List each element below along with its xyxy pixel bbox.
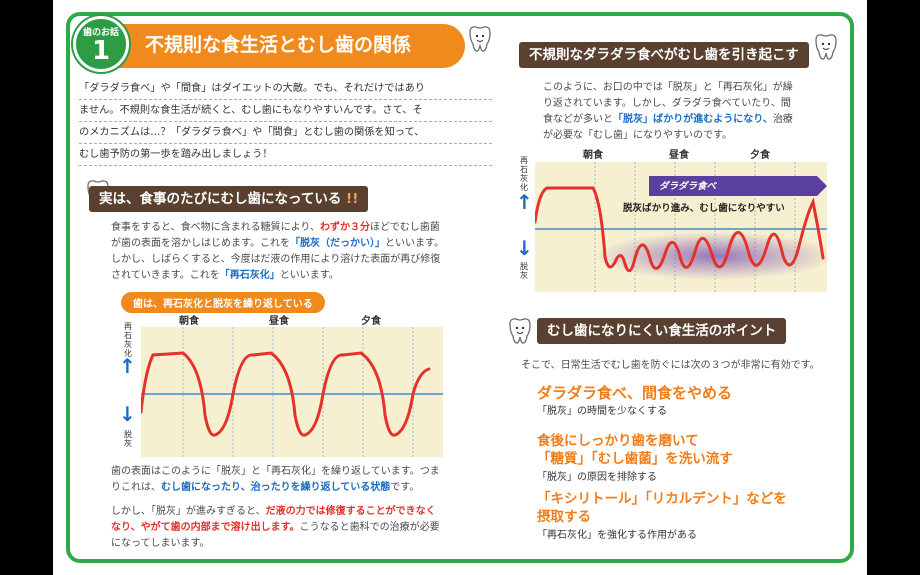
point-item: ダラダラ食べ、間食をやめる 「脱灰」の時間を少なくする	[537, 384, 837, 417]
page-title: 不規則な食生活とむし歯の関係	[145, 34, 412, 56]
meal-label: 夕食	[750, 150, 770, 161]
p1-text: されていきます。これを	[111, 270, 220, 281]
p3-emphasis: だ液の力では修復することができなく	[265, 506, 436, 517]
point-title: ダラダラ食べ、間食をやめる	[537, 384, 733, 402]
intro-line: むし歯予防の第一歩を踏み出しましょう！	[79, 144, 492, 166]
band-note: 脱灰ばかり進み、むし歯になりやすい	[623, 203, 785, 214]
section1-paragraph2: 歯の表面はこのように「脱灰」と「再石灰化」を繰り返しています。つま りこれは、む…	[111, 464, 481, 496]
arrow-up-icon: ↑	[516, 190, 533, 214]
meal-label: 昼食	[669, 150, 689, 161]
tooth-mascot-icon	[509, 318, 531, 344]
p1-text: といいます。	[385, 238, 444, 249]
section3-lead: そこで、日常生活でむし歯を防ぐには次の３つが非常に有効です。	[521, 360, 820, 371]
y-axis-top-label: 再石灰化	[520, 156, 528, 192]
arrow-up-icon: ↑	[119, 354, 136, 378]
intro-line: ません。不規則な食生活が続くと、むし歯にもなりやすいんです。さて、そ	[79, 100, 492, 122]
lesson-badge: 歯のお話 1	[73, 16, 129, 72]
badge-number: 1	[91, 36, 111, 66]
chart1-title: 歯は、再石灰化と脱灰を繰り返している	[121, 292, 325, 313]
p2-text: 歯の表面はこのように「脱灰」と「再石灰化」を繰り返しています。つま	[111, 466, 440, 477]
s2-text: 治療	[772, 114, 793, 125]
chart1	[141, 327, 443, 457]
intro-line: のメカニズムは…？「ダラダラ食べ」や「間食」とむし歯の関係を知って、	[79, 122, 492, 144]
section1-paragraph1: 食事をすると、食べ物に含まれる糖質により、わずか３分ほどでむし歯菌 が歯の表面を…	[111, 220, 471, 284]
p2-text: です。	[390, 482, 420, 493]
y-axis-bottom-label: 脱灰	[520, 262, 528, 280]
p1-text: 食事をすると、食べ物に含まれる糖質により、	[111, 222, 320, 233]
y-axis-bottom-label: 脱灰	[124, 430, 132, 448]
s2-text: 食などが多いと	[543, 114, 613, 125]
p1-emphasis: わずか３分	[320, 222, 370, 233]
band-arrow	[649, 176, 827, 196]
section1-paragraph3: しかし、「脱灰」が進みすぎると、だ液の力では修復することができなく なり、やがて…	[111, 504, 481, 552]
arrow-down-icon: ↓	[516, 236, 533, 260]
p1-text: しかし、しばらくすると、今度はだ液の作用により溶けた表面が再び修復	[111, 254, 441, 265]
point-title: 「キシリトール」「リカルデント」などを	[537, 491, 787, 507]
chart2-curve	[535, 186, 825, 273]
s2-text: このように、お口の中では「脱灰」と「再石灰化」が繰	[543, 82, 793, 93]
point-title-line2: 摂取する	[537, 509, 591, 525]
chart1-curve	[141, 351, 431, 437]
s2-emphasis: 「脱灰」ばかりが進むようになり、	[613, 114, 773, 125]
band-label: ダラダラ食べ	[659, 181, 717, 192]
point-subtitle: 「再石灰化」を強化する作用がある	[537, 530, 697, 541]
section3-heading: むし歯になりにくい食生活のポイント	[537, 318, 787, 344]
p3-text: になってしまいます。	[111, 538, 210, 549]
point-item: 食後にしっかり歯を磨いて 「糖質」「むし歯菌」を洗い流す 「脱灰」の原因を排除す…	[537, 432, 847, 483]
arrow-down-icon: ↓	[119, 402, 136, 426]
meal-label: 夕食	[361, 316, 381, 327]
s2-text: が必要な「むし歯」になりやすいのです。	[543, 130, 732, 141]
point-title-line2: 「糖質」「むし歯菌」を洗い流す	[537, 451, 733, 467]
page: 歯のお話 1 不規則な食生活とむし歯の関係 「ダラダラ食べ」や「間食」はダイエッ…	[53, 0, 867, 575]
p3-text: こうなると歯科での治療が必要	[299, 522, 440, 533]
y-axis-top-label: 再石灰化	[124, 322, 132, 358]
p2-text: りこれは、	[111, 482, 161, 493]
p3-emphasis: なり、やがて歯の内部まで溶け出します。	[111, 522, 300, 533]
intro-line: 「ダラダラ食べ」や「間食」はダイエットの大敵。でも、それだけではあり	[79, 78, 492, 100]
p1-text: が歯の表面を溶かしはじめます。これを	[111, 238, 290, 249]
section1-heading-text: 実は、食事のたびにむし歯になっている	[99, 191, 342, 207]
p2-emphasis: むし歯になったり、治ったりを繰り返している状態	[161, 482, 391, 493]
point-item: 「キシリトール」「リカルデント」などを 摂取する 「再石灰化」を強化する作用があ…	[537, 490, 847, 541]
section2-paragraph: このように、お口の中では「脱灰」と「再石灰化」が繰 り返されています。しかし、ダ…	[543, 80, 843, 144]
meal-label: 朝食	[179, 316, 199, 327]
title-bar	[117, 24, 465, 68]
p1-text: ほどでむし歯菌	[370, 222, 440, 233]
section1-heading-mark: !!	[346, 191, 359, 207]
chart2	[535, 162, 827, 292]
section2-heading: 不規則なダラダラ食べがむし歯を引き起こす	[519, 42, 809, 68]
meal-label: 朝食	[583, 150, 603, 161]
p1-text: といいます。	[279, 270, 339, 281]
page-frame	[66, 12, 854, 563]
s2-text: り返されています。しかし、ダラダラ食べていたり、間	[543, 98, 791, 109]
point-subtitle: 「脱灰」の原因を排除する	[537, 472, 657, 483]
tooth-mascot-icon	[815, 34, 837, 60]
term-demineralization: 「脱灰（だっかい）」	[290, 238, 385, 249]
point-title: 食後にしっかり歯を磨いて	[537, 433, 699, 449]
intro-text: 「ダラダラ食べ」や「間食」はダイエットの大敵。でも、それだけではあり ません。不…	[79, 78, 492, 166]
p3-text: しかし、「脱灰」が進みすぎると、	[111, 506, 266, 517]
tooth-mascot-icon	[469, 26, 491, 52]
point-subtitle: 「脱灰」の時間を少なくする	[537, 406, 667, 417]
section1-heading: 実は、食事のたびにむし歯になっている !!	[89, 186, 369, 212]
badge-label: 歯のお話	[82, 28, 119, 38]
meal-label: 昼食	[269, 316, 289, 327]
term-remineralization: 「再石灰化」	[219, 270, 280, 281]
